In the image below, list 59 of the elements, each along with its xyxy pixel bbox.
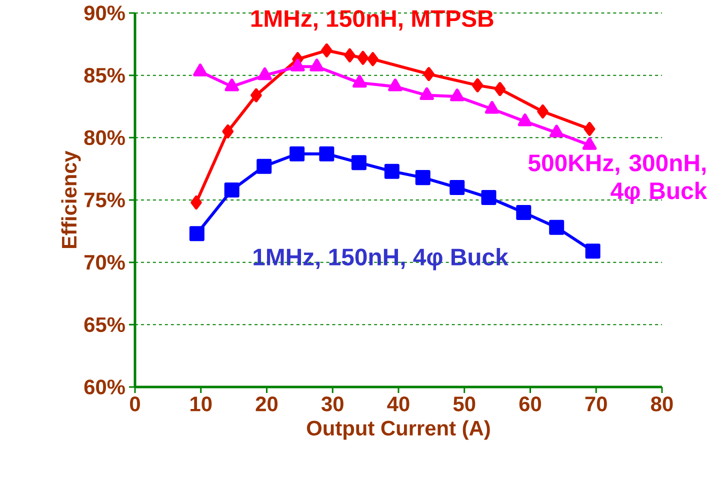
point — [310, 58, 324, 72]
series-label: 500KHz, 300nH, 4φ Buck — [528, 154, 708, 204]
x-axis-title: Output Current (A) — [306, 420, 490, 440]
point — [384, 164, 400, 179]
x-tick-label: 50 — [453, 396, 476, 412]
point — [494, 82, 506, 96]
point — [415, 170, 430, 186]
point — [450, 88, 464, 102]
point — [549, 220, 564, 235]
point — [351, 155, 366, 170]
point — [516, 204, 532, 220]
point — [367, 52, 378, 66]
point — [189, 226, 204, 242]
point — [450, 180, 465, 196]
point — [321, 43, 332, 58]
x-tick-label: 80 — [651, 396, 673, 412]
y-tick-label: 75% — [84, 192, 125, 208]
point — [352, 74, 367, 88]
series-label: 1MHz, 150nH, MTPSB — [251, 10, 494, 31]
point — [585, 244, 600, 259]
point — [190, 195, 202, 210]
point — [537, 104, 548, 118]
point — [549, 124, 564, 138]
point — [423, 67, 434, 82]
y-tick-label: 65% — [84, 317, 125, 332]
point — [222, 124, 234, 138]
point — [290, 146, 305, 162]
series-label: 1MHz, 150nH, 4φ Buck — [254, 248, 508, 270]
y-tick-label: 85% — [84, 68, 125, 83]
point — [472, 78, 484, 92]
x-tick-label: 20 — [256, 396, 278, 412]
point — [518, 113, 532, 126]
point — [344, 48, 356, 62]
point — [388, 78, 402, 92]
point — [582, 137, 597, 150]
point — [193, 64, 208, 76]
x-tick-label: 0 — [130, 396, 140, 412]
y-tick-label: 80% — [84, 130, 125, 146]
point — [224, 182, 240, 198]
point — [256, 158, 272, 174]
point — [224, 78, 239, 92]
point — [250, 88, 262, 102]
point — [357, 50, 369, 65]
point — [258, 67, 272, 80]
point — [481, 190, 496, 206]
x-tick-label: 60 — [519, 396, 542, 412]
x-tick-label: 40 — [387, 396, 410, 412]
point — [420, 87, 434, 100]
x-tick-label: 10 — [190, 396, 212, 412]
point — [290, 58, 305, 72]
y-tick-label: 90% — [84, 6, 125, 20]
point — [584, 122, 596, 136]
x-tick-label: 70 — [585, 396, 607, 412]
point — [484, 100, 500, 114]
point — [319, 146, 334, 162]
x-tick-label: 30 — [321, 396, 344, 412]
y-tick-label: 60% — [84, 380, 125, 394]
y-tick-label: 70% — [84, 254, 125, 270]
y-axis-title: Efficiency — [61, 150, 81, 248]
